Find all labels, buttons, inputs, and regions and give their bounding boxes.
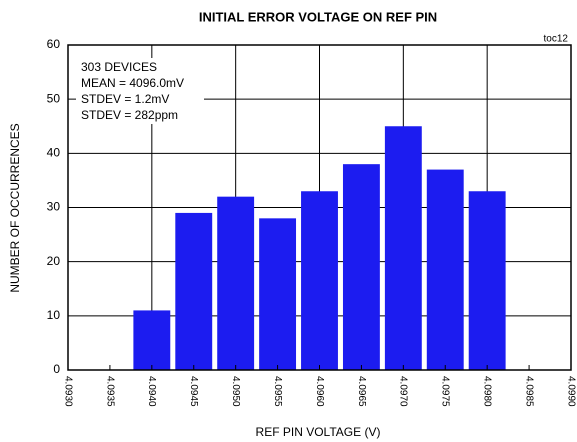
y-tick-label: 10 [47,308,61,322]
y-tick-label: 50 [47,91,61,105]
y-tick-label: 0 [53,362,60,376]
chart-title: INITIAL ERROR VOLTAGE ON REF PIN [199,9,437,24]
bar [342,164,380,370]
y-tick-label: 30 [47,200,61,214]
bar [133,310,171,370]
x-axis-label: REF PIN VOLTAGE (V) [256,425,381,439]
annotation-line: STDEV = 1.2mV [81,92,169,106]
x-tick-label: 4.0935 [104,376,115,407]
x-tick-label: 4.0960 [314,376,325,407]
y-axis-label: NUMBER OF OCCURRENCES [8,123,22,292]
y-tick-label: 40 [47,146,61,160]
x-tick-label: 4.0965 [356,376,367,407]
x-tick-label: 4.0950 [230,376,241,407]
y-tick-label: 60 [47,37,61,51]
bar [468,191,506,370]
annotation-box [76,58,204,124]
x-tick-label: 4.0985 [523,376,534,407]
x-tick-label: 4.0970 [398,376,409,407]
bar [259,218,297,370]
bar [175,212,213,370]
bar [426,169,464,370]
x-tick-label: 4.0990 [565,376,576,407]
x-tick-label: 4.0980 [482,376,493,407]
bars [133,126,506,370]
annotation: 303 DEVICES MEAN = 4096.0mV STDEV = 1.2mV S… [76,58,204,124]
bar [384,126,422,370]
annotation-line: STDEV = 282ppm [81,108,178,122]
ticks: 0 10 20 30 40 50 60 4.0930 4.0935 4.0940 4.0945 4.0… [47,37,577,407]
x-tick-label: 4.0955 [272,376,283,407]
x-tick-label: 4.0930 [62,376,73,407]
annotation-line: 303 DEVICES [81,60,157,74]
y-tick-label: 20 [47,254,61,268]
x-tick-label: 4.0945 [188,376,199,407]
corner-label: toc12 [544,34,569,45]
x-tick-label: 4.0940 [146,376,157,407]
x-tick-label: 4.0975 [440,376,451,407]
annotation-line: MEAN = 4096.0mV [81,76,184,90]
bar [301,191,338,370]
bar [217,196,255,370]
plot-frame [67,44,572,371]
